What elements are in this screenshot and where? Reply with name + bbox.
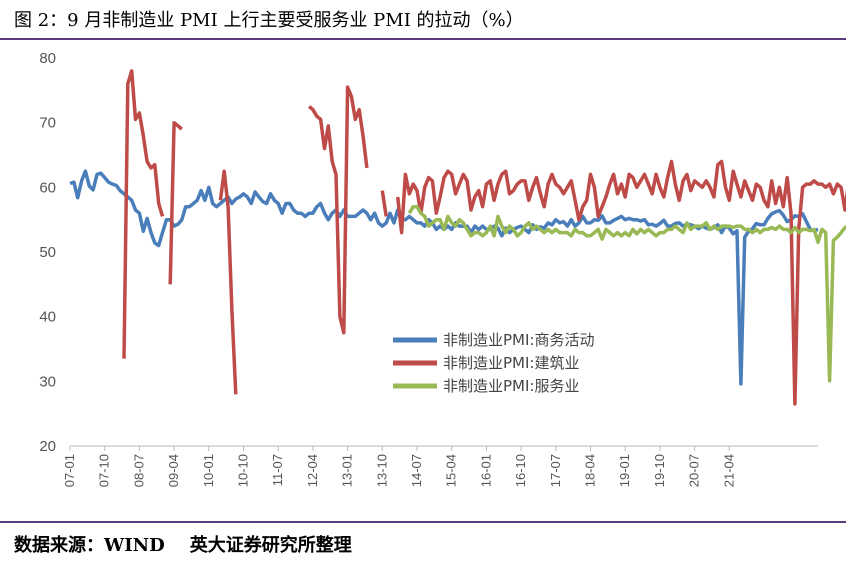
x-tick-label: 11-07	[270, 454, 285, 486]
bottom-divider	[0, 521, 846, 523]
y-axis-ticks: 20 30 40 50 60 70 80	[39, 50, 56, 455]
x-tick-label: 08-07	[131, 454, 146, 487]
x-tick-label: 07-01	[62, 454, 77, 487]
y-tick-label: 20	[39, 438, 56, 455]
page-title: 图 2：9 月非制造业 PMI 上行主要受服务业 PMI 的拉动（%）	[14, 10, 524, 31]
y-tick-label: 50	[39, 244, 56, 261]
series-line-segment	[395, 159, 846, 406]
x-tick-label: 18-04	[583, 454, 598, 487]
series-0	[69, 169, 819, 386]
x-tick-label: 19-01	[617, 454, 632, 487]
x-tick-label: 17-07	[548, 454, 563, 487]
y-tick-label: 70	[39, 115, 56, 132]
series-line-segment	[168, 120, 183, 285]
x-axis-ticks: 07-01 07-10 08-07 09-04 10-01 10-10 11-07 12-04…	[62, 446, 736, 487]
series-line-segment	[69, 169, 819, 386]
y-tick-label: 80	[39, 50, 56, 67]
legend-label: 非制造业PMI:服务业	[443, 377, 579, 395]
x-tick-label: 10-10	[236, 454, 251, 487]
x-tick-label: 20-07	[687, 454, 702, 487]
pmi-line-chart: 20 30 40 50 60 70 80 07-01 07-10 08-07 09-04 10-01…	[39, 50, 846, 487]
x-tick-label: 13-01	[340, 454, 355, 487]
x-tick-label: 14-07	[409, 454, 424, 487]
title-bar: 图 2：9 月非制造业 PMI 上行主要受服务业 PMI 的拉动（%）	[0, 0, 846, 36]
y-tick-label: 40	[39, 309, 56, 326]
series-line-segment	[218, 169, 238, 395]
series-line-segment	[307, 85, 369, 335]
source-note: 数据来源：WIND 英大证券研究所整理	[14, 535, 352, 556]
x-tick-label: 16-01	[478, 454, 493, 487]
x-tick-label: 21-04	[721, 454, 736, 487]
x-tick-label: 13-10	[374, 454, 389, 487]
series-line-segment	[122, 69, 165, 359]
top-divider	[0, 38, 846, 40]
series-1	[122, 69, 846, 406]
x-tick-label: 09-04	[166, 454, 181, 487]
series-line-segment	[407, 204, 846, 383]
series-line-segment	[380, 190, 388, 217]
series-2	[407, 204, 846, 383]
y-tick-label: 30	[39, 373, 56, 390]
x-tick-label: 16-10	[513, 454, 528, 487]
series-layer	[69, 69, 846, 406]
legend-label: 非制造业PMI:商务活动	[443, 331, 594, 349]
x-tick-label: 19-10	[652, 454, 667, 487]
x-tick-label: 07-10	[97, 454, 112, 487]
x-tick-label: 15-04	[444, 454, 459, 487]
x-tick-label: 10-01	[201, 454, 216, 487]
y-tick-label: 60	[39, 179, 56, 196]
legend-label: 非制造业PMI:建筑业	[443, 354, 579, 372]
x-tick-label: 12-04	[305, 454, 320, 487]
